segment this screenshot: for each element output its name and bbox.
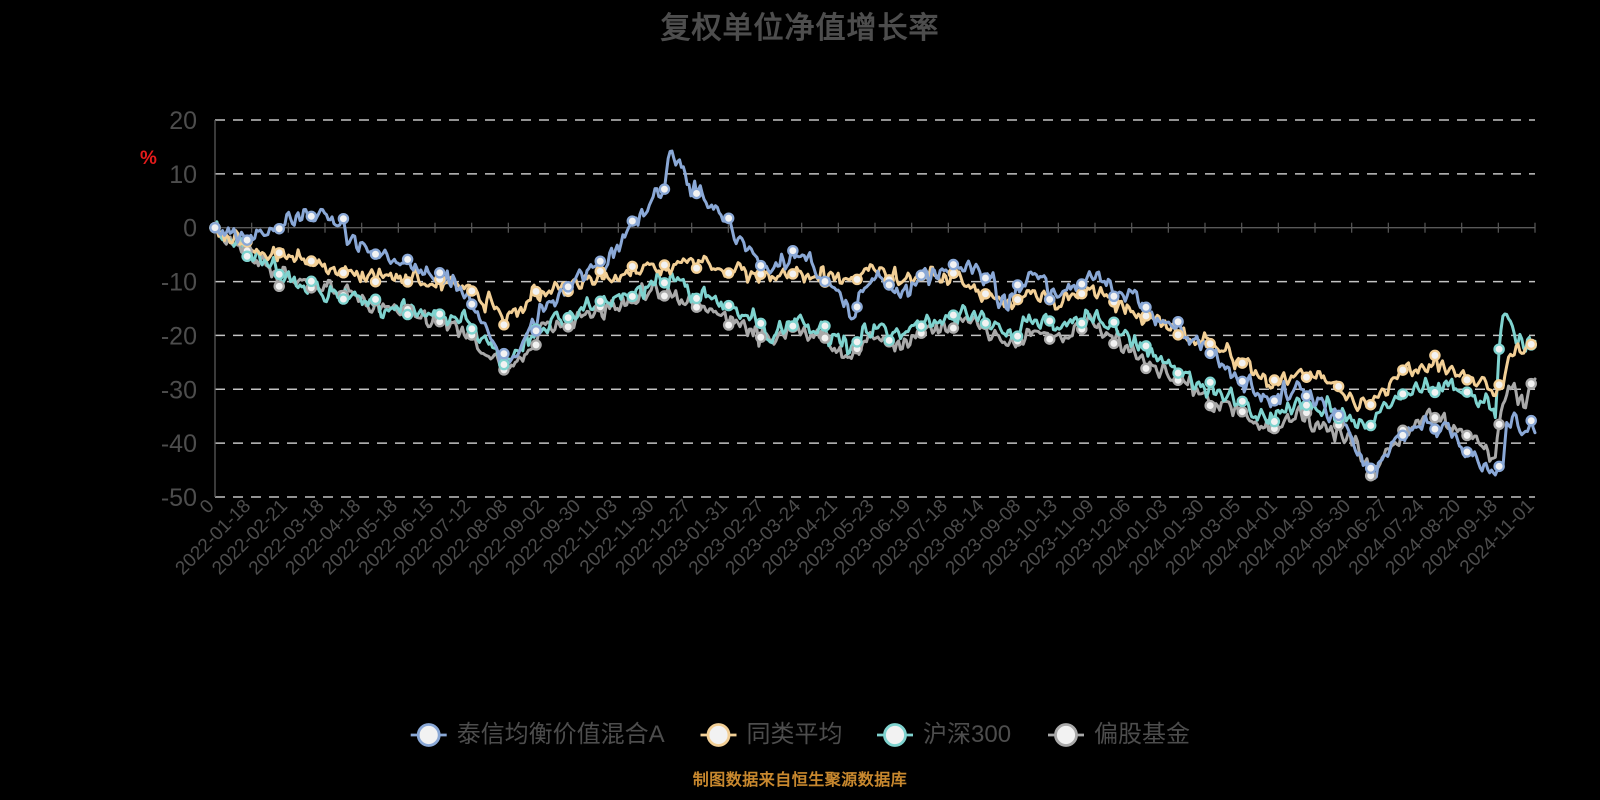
svg-text:沪深300: 沪深300: [923, 721, 1011, 748]
svg-text:泰信均衡价值混合A: 泰信均衡价值混合A: [457, 721, 665, 748]
svg-text:同类平均: 同类平均: [747, 721, 843, 748]
svg-text:偏股基金: 偏股基金: [1094, 721, 1190, 748]
